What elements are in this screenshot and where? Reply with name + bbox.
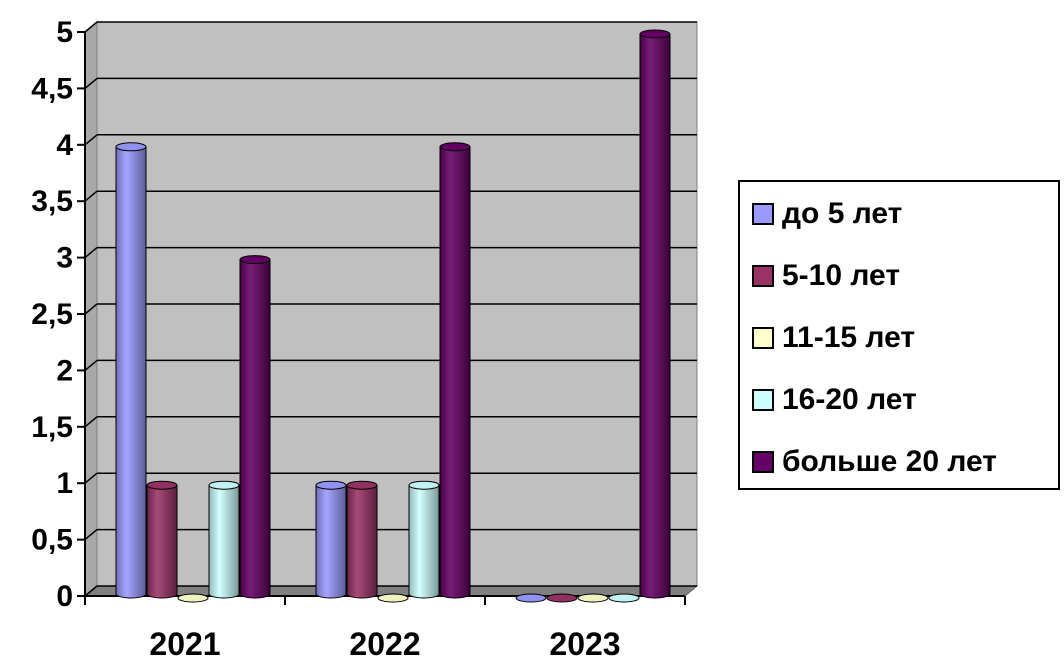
bar: [315, 480, 347, 599]
legend-label: 5-10 лет: [782, 259, 901, 292]
gridline-side: [84, 190, 98, 202]
x-tick-label: 2023: [549, 626, 620, 662]
gridline-side: [84, 472, 98, 484]
bar: [146, 480, 178, 599]
bar: [577, 593, 609, 603]
y-tick-label: 5: [56, 16, 73, 49]
legend-swatch: [752, 203, 774, 225]
bars: [115, 29, 671, 603]
bar: [377, 593, 409, 603]
legend: до 5 лет 5-10 лет 11-15 лет 16-20 лет больше…: [738, 180, 1060, 490]
bar: [515, 593, 547, 603]
y-tick-label: 2,5: [31, 298, 73, 331]
legend-item: 16-20 лет: [752, 380, 917, 420]
bar: [239, 255, 271, 599]
bar: [115, 142, 147, 599]
bar: [639, 29, 671, 599]
legend-swatch: [752, 389, 774, 411]
y-tick-label: 4,5: [31, 72, 73, 105]
gridline-side: [84, 134, 98, 146]
bar: [408, 480, 440, 599]
legend-label: больше 20 лет: [782, 445, 997, 478]
gridline-side: [84, 416, 98, 428]
y-tick-label: 0: [56, 580, 73, 613]
y-tick-label: 3,5: [31, 185, 73, 218]
legend-swatch: [752, 265, 774, 287]
x-tick-label: 2021: [149, 626, 220, 662]
gridline-side: [84, 585, 98, 597]
y-tick-label: 3: [56, 242, 73, 275]
bar: [439, 142, 471, 599]
y-axis: 0 0,5 1 1,5 2 2,5 3 3,5 4 4,5 5: [31, 16, 86, 613]
bar: [608, 593, 640, 603]
gridline-side: [84, 247, 98, 259]
x-axis: 2021 2022 2023: [84, 595, 686, 662]
gridline-side: [84, 21, 98, 33]
y-tick-label: 4: [56, 129, 73, 162]
legend-item: до 5 лет: [752, 194, 902, 234]
gridline-side: [84, 529, 98, 541]
bar: [346, 480, 378, 599]
legend-label: до 5 лет: [782, 197, 903, 230]
gridline-side: [84, 359, 98, 371]
gridline-side: [84, 303, 98, 315]
bar: [208, 480, 240, 599]
x-tick-label: 2022: [349, 626, 420, 662]
legend-item: 5-10 лет: [752, 256, 900, 296]
legend-label: 16-20 лет: [782, 383, 917, 416]
y-tick-label: 2: [56, 354, 73, 387]
legend-label: 11-15 лет: [782, 321, 916, 354]
legend-item: 11-15 лет: [752, 318, 915, 358]
y-tick-label: 1,5: [31, 411, 73, 444]
legend-swatch: [752, 327, 774, 349]
bar: [546, 593, 578, 603]
gridlines: [84, 21, 697, 597]
y-tick-label: 1: [56, 467, 73, 500]
legend-swatch: [752, 451, 774, 473]
y-tick-label: 0,5: [31, 524, 73, 557]
bar: [177, 593, 209, 603]
gridline-side: [84, 77, 98, 89]
legend-item: больше 20 лет: [752, 442, 997, 482]
